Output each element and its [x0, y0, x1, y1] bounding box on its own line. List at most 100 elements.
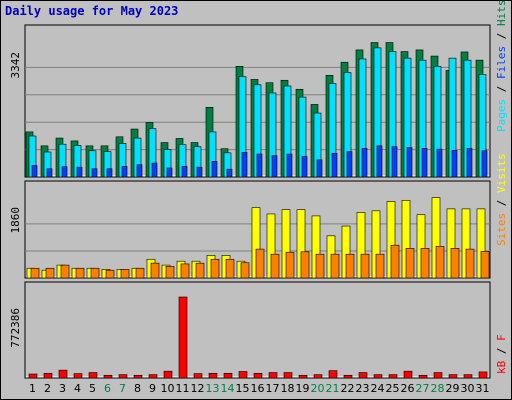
- x-tick-label-day-24: 24: [371, 382, 385, 395]
- legend-separator: /: [495, 26, 508, 46]
- bar-pages-day-13: [211, 161, 218, 178]
- bar-pages-day-15: [241, 152, 248, 178]
- x-tick-label-day-25: 25: [386, 382, 400, 395]
- bar-sites-day-3: [60, 264, 70, 279]
- bar-kb-f-day-22: [343, 374, 353, 379]
- x-tick-label-day-9: 9: [149, 382, 156, 395]
- bar-kb-f-day-17: [268, 372, 278, 379]
- bar-kb-f-day-31: [478, 371, 488, 379]
- x-tick-label-day-28: 28: [431, 382, 445, 395]
- bar-pages-day-11: [181, 166, 188, 178]
- bar-kb-f-day-6: [103, 374, 113, 379]
- legend-kbytes: kB / F: [495, 334, 508, 374]
- bar-sites-day-23: [360, 253, 370, 279]
- x-tick-label-day-13: 13: [206, 382, 220, 395]
- bar-sites-day-6: [105, 269, 115, 279]
- bar-kb-f-day-7: [118, 374, 128, 379]
- legend-hits-files-pages: Pages / Files / Hits: [495, 0, 508, 132]
- bar-kb-f-day-15: [238, 371, 248, 379]
- legend-item-hits: Hits: [495, 0, 508, 26]
- bar-sites-day-25: [390, 244, 400, 279]
- bar-sites-day-5: [90, 267, 100, 279]
- bar-pages-day-3: [61, 166, 68, 178]
- bar-sites-day-7: [120, 269, 130, 279]
- x-tick-label-day-5: 5: [89, 382, 96, 395]
- bar-kb-f-day-5: [88, 372, 98, 379]
- bar-sites-day-31: [480, 251, 490, 279]
- bar-sites-day-29: [450, 248, 460, 279]
- bar-kb-f-day-13: [208, 372, 218, 379]
- y-axis-max-label: 772386: [9, 308, 22, 348]
- x-tick-label-day-22: 22: [341, 382, 355, 395]
- bar-kb-f-day-10: [163, 370, 173, 379]
- bar-pages-day-8: [136, 164, 143, 178]
- y-axis-max-label: 1860: [9, 207, 22, 234]
- bar-sites-day-27: [420, 248, 430, 279]
- bar-kb-f-day-1: [28, 373, 38, 379]
- x-tick-label-day-12: 12: [191, 382, 205, 395]
- bar-kb-f-day-3: [58, 369, 68, 379]
- x-tick-label-day-1: 1: [29, 382, 36, 395]
- bar-sites-day-17: [270, 253, 280, 279]
- bar-pages-day-25: [391, 146, 398, 178]
- bar-kb-f-day-12: [193, 373, 203, 379]
- bar-sites-day-10: [165, 265, 175, 279]
- bar-pages-day-10: [166, 167, 173, 178]
- bar-sites-day-2: [45, 267, 55, 279]
- bar-pages-day-27: [421, 148, 428, 178]
- bar-sites-day-30: [465, 248, 475, 279]
- legend-visits-sites: Sites / Visits: [495, 153, 508, 246]
- bar-sites-day-1: [30, 267, 40, 279]
- x-tick-label-day-17: 17: [266, 382, 280, 395]
- x-tick-label-day-26: 26: [401, 382, 415, 395]
- x-tick-label-day-21: 21: [326, 382, 340, 395]
- bar-kb-f-day-16: [253, 372, 263, 379]
- bar-sites-day-24: [375, 253, 385, 279]
- bar-pages-day-30: [466, 148, 473, 178]
- bar-sites-day-15: [240, 262, 250, 279]
- plot-area-3: [24, 281, 491, 379]
- x-tick-label-day-15: 15: [236, 382, 250, 395]
- legend-separator: /: [495, 79, 508, 99]
- bar-kb-f-day-2: [43, 372, 53, 379]
- x-tick-label-day-20: 20: [311, 382, 325, 395]
- bar-pages-day-2: [46, 168, 53, 178]
- y-axis-max-label: 3342: [9, 52, 22, 79]
- x-tick-label-day-31: 31: [476, 382, 490, 395]
- bar-kb-f-day-8: [133, 374, 143, 379]
- bar-kb-f-day-14: [223, 372, 233, 379]
- bar-pages-day-5: [91, 168, 98, 178]
- bar-pages-day-17: [271, 155, 278, 178]
- bar-kb-f-day-18: [283, 372, 293, 379]
- bar-sites-day-9: [150, 262, 160, 279]
- bar-kb-f-day-21: [328, 370, 338, 379]
- bar-sites-day-4: [75, 267, 85, 279]
- bar-pages-day-4: [76, 166, 83, 178]
- bar-pages-day-22: [346, 151, 353, 178]
- chart-title: Daily usage for May 2023: [5, 4, 179, 18]
- bar-sites-day-22: [345, 253, 355, 279]
- bar-pages-day-9: [151, 162, 158, 178]
- legend-item-files: Files: [495, 46, 508, 79]
- x-tick-label-day-27: 27: [416, 382, 430, 395]
- bar-sites-day-18: [285, 251, 295, 279]
- x-tick-label-day-14: 14: [221, 382, 235, 395]
- bar-sites-day-26: [405, 248, 415, 279]
- bar-kb-f-day-28: [433, 372, 443, 379]
- x-tick-label-day-2: 2: [44, 382, 51, 395]
- x-tick-label-day-6: 6: [104, 382, 111, 395]
- bar-pages-day-23: [361, 148, 368, 178]
- bar-sites-day-20: [315, 253, 325, 279]
- bar-kb-f-day-27: [418, 374, 428, 379]
- bar-sites-day-28: [435, 246, 445, 279]
- x-tick-label-day-23: 23: [356, 382, 370, 395]
- x-tick-label-day-7: 7: [119, 382, 126, 395]
- bar-kb-f-day-20: [313, 374, 323, 379]
- x-tick-label-day-4: 4: [74, 382, 81, 395]
- bar-kb-f-day-29: [448, 374, 458, 379]
- legend-item-pages: Pages: [495, 99, 508, 132]
- bar-sites-day-11: [180, 263, 190, 279]
- bar-sites-day-21: [330, 253, 340, 279]
- bar-pages-day-16: [256, 153, 263, 178]
